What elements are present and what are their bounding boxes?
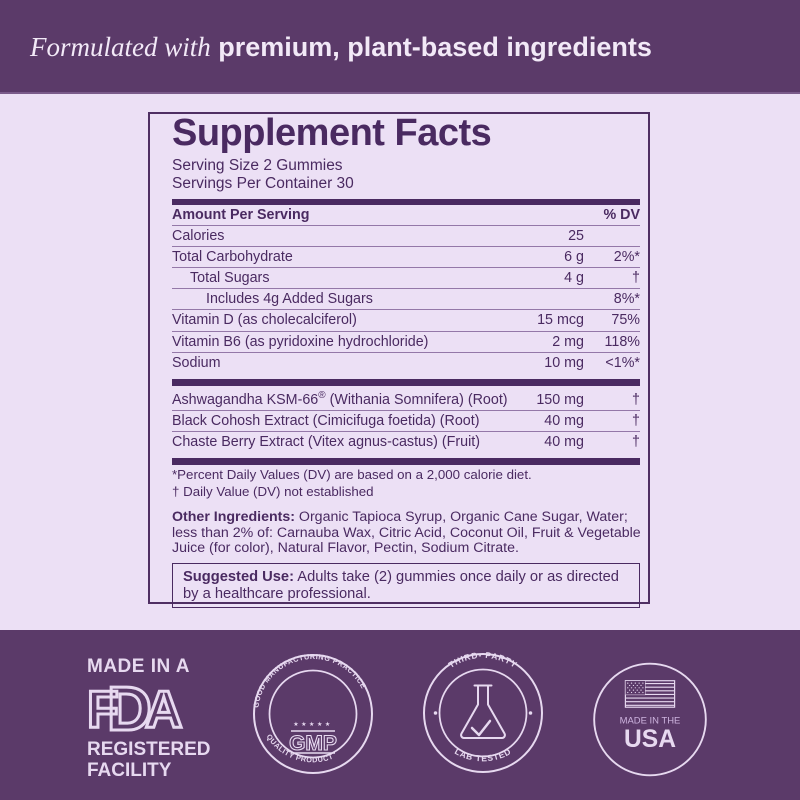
svg-text:THIRD- PARTY: THIRD- PARTY: [446, 650, 519, 670]
svg-text:GOOD MANUFACTURING PRACTICE: GOOD MANUFACTURING PRACTICE: [251, 652, 368, 708]
svg-text:A: A: [145, 681, 183, 735]
svg-text:LAB TESTED: LAB TESTED: [453, 746, 513, 763]
svg-text:USA: USA: [624, 726, 676, 753]
svg-text:GMP: GMP: [289, 732, 337, 755]
svg-text:★★★★★: ★★★★★: [293, 721, 333, 728]
svg-text:MADE IN THE: MADE IN THE: [619, 715, 680, 726]
